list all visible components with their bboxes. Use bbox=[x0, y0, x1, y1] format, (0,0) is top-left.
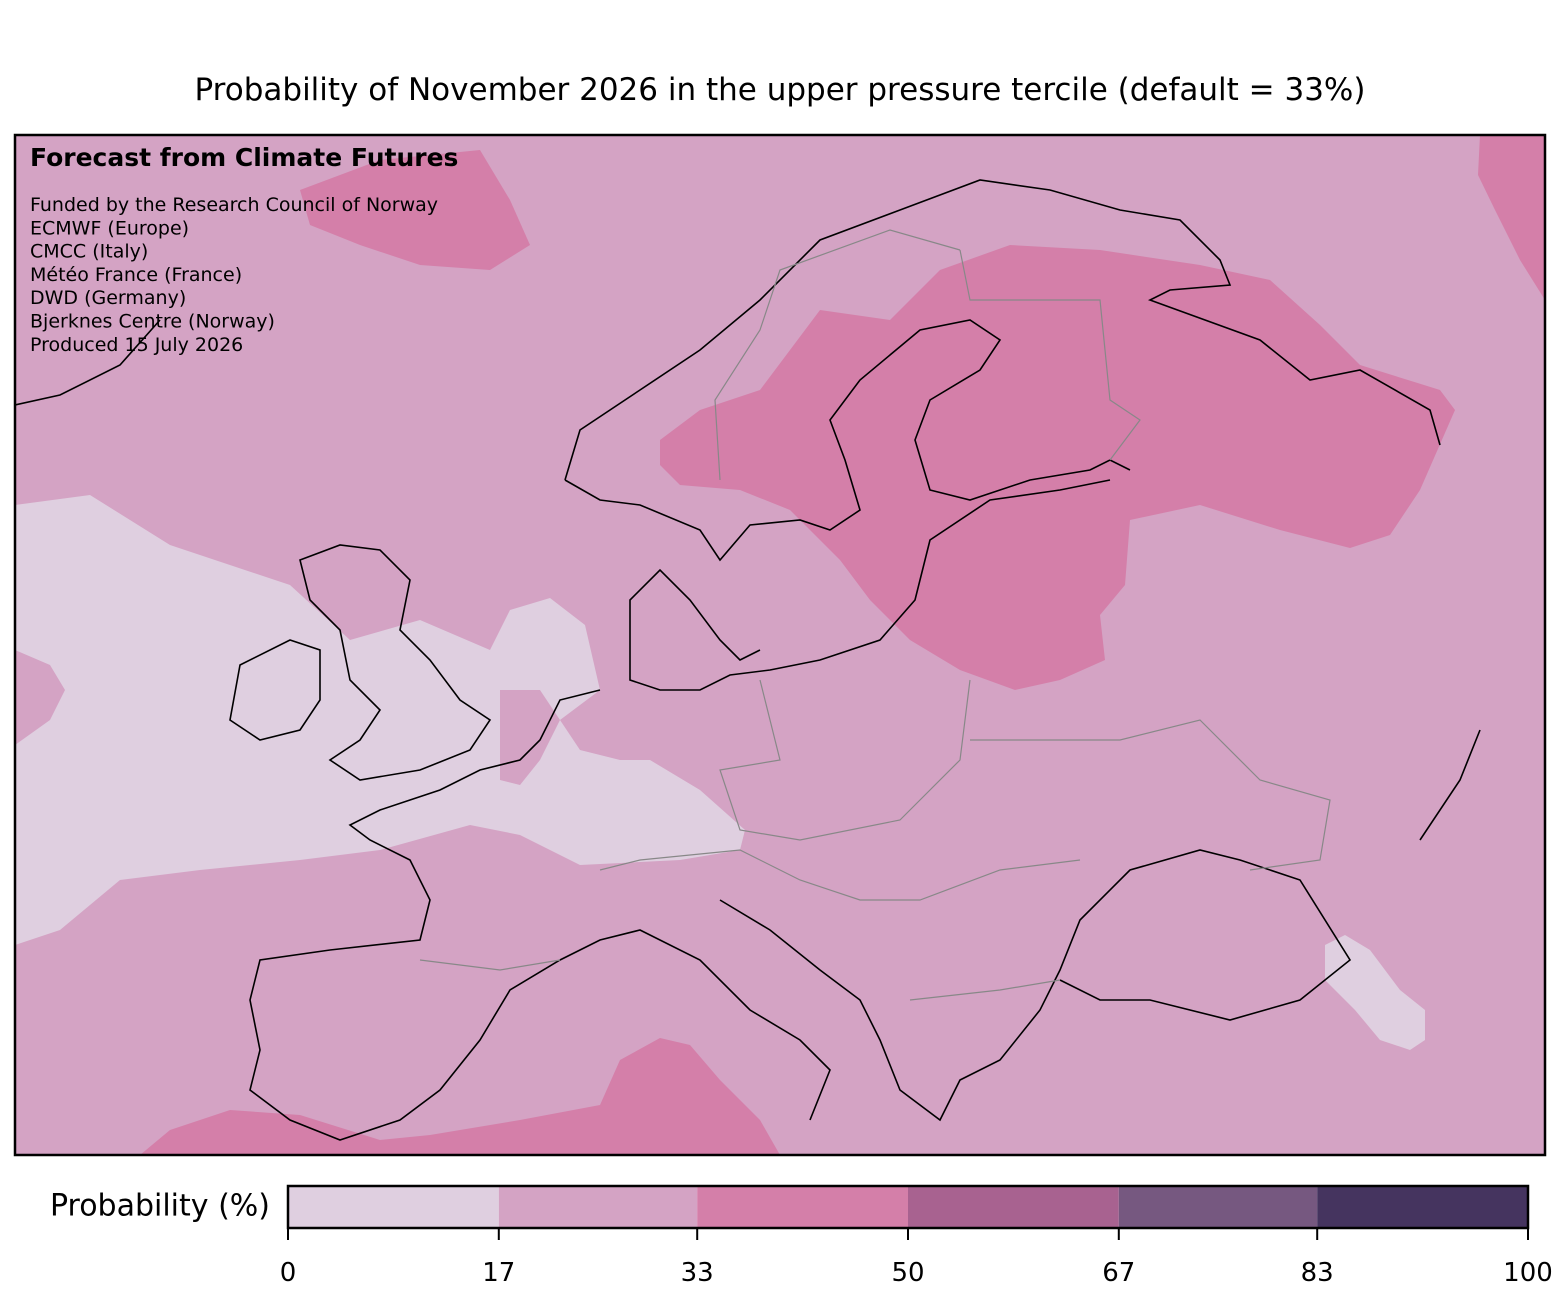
colorbar-tick-label: 17 bbox=[482, 1258, 515, 1288]
colorbar-segment bbox=[288, 1186, 499, 1228]
colorbar: 0 17 33 50 67 83 100 bbox=[280, 1184, 1553, 1288]
colorbar-tick-label: 100 bbox=[1503, 1258, 1553, 1288]
high-region bbox=[660, 245, 1455, 690]
annotation-lines: Funded by the Research Council of Norway… bbox=[30, 194, 438, 356]
high-region bbox=[300, 150, 530, 270]
annotation-line: Météo France (France) bbox=[30, 264, 242, 286]
annotation-line: CMCC (Italy) bbox=[30, 241, 148, 263]
high-region bbox=[1478, 135, 1545, 300]
colorbar-segment bbox=[1118, 1186, 1318, 1228]
colorbar-tick-label: 0 bbox=[280, 1258, 297, 1288]
borders bbox=[419, 229, 1331, 1001]
low-region bbox=[15, 495, 745, 945]
high-region bbox=[140, 1038, 780, 1155]
annotation-line: DWD (Germany) bbox=[30, 287, 186, 309]
map-title: Probability of November 2026 in the uppe… bbox=[195, 72, 1366, 108]
colorbar-tick-label: 83 bbox=[1301, 1258, 1334, 1288]
annotation-line: ECMWF (Europe) bbox=[30, 217, 189, 239]
coastlines bbox=[15, 179, 1481, 1141]
mid-region bbox=[15, 650, 65, 745]
colorbar-segment bbox=[498, 1186, 698, 1228]
annotation-line: Funded by the Research Council of Norway bbox=[30, 194, 438, 216]
annotation-heading: Forecast from Climate Futures bbox=[30, 143, 458, 172]
map-frame bbox=[13, 133, 1547, 1157]
colorbar-segment bbox=[1317, 1186, 1528, 1228]
colorbar-tick-label: 33 bbox=[681, 1258, 714, 1288]
colorbar-tick-label: 50 bbox=[891, 1258, 924, 1288]
annotation-line: Bjerknes Centre (Norway) bbox=[30, 311, 275, 333]
low-region bbox=[1325, 935, 1425, 1050]
colorbar-label: Probability (%) bbox=[50, 1189, 270, 1224]
map bbox=[15, 135, 1545, 1155]
colorbar-tick-label: 67 bbox=[1102, 1258, 1135, 1288]
colorbar-segment bbox=[697, 1186, 908, 1228]
annotation-line: Produced 15 July 2026 bbox=[30, 334, 243, 356]
colorbar-segment bbox=[908, 1186, 1119, 1228]
